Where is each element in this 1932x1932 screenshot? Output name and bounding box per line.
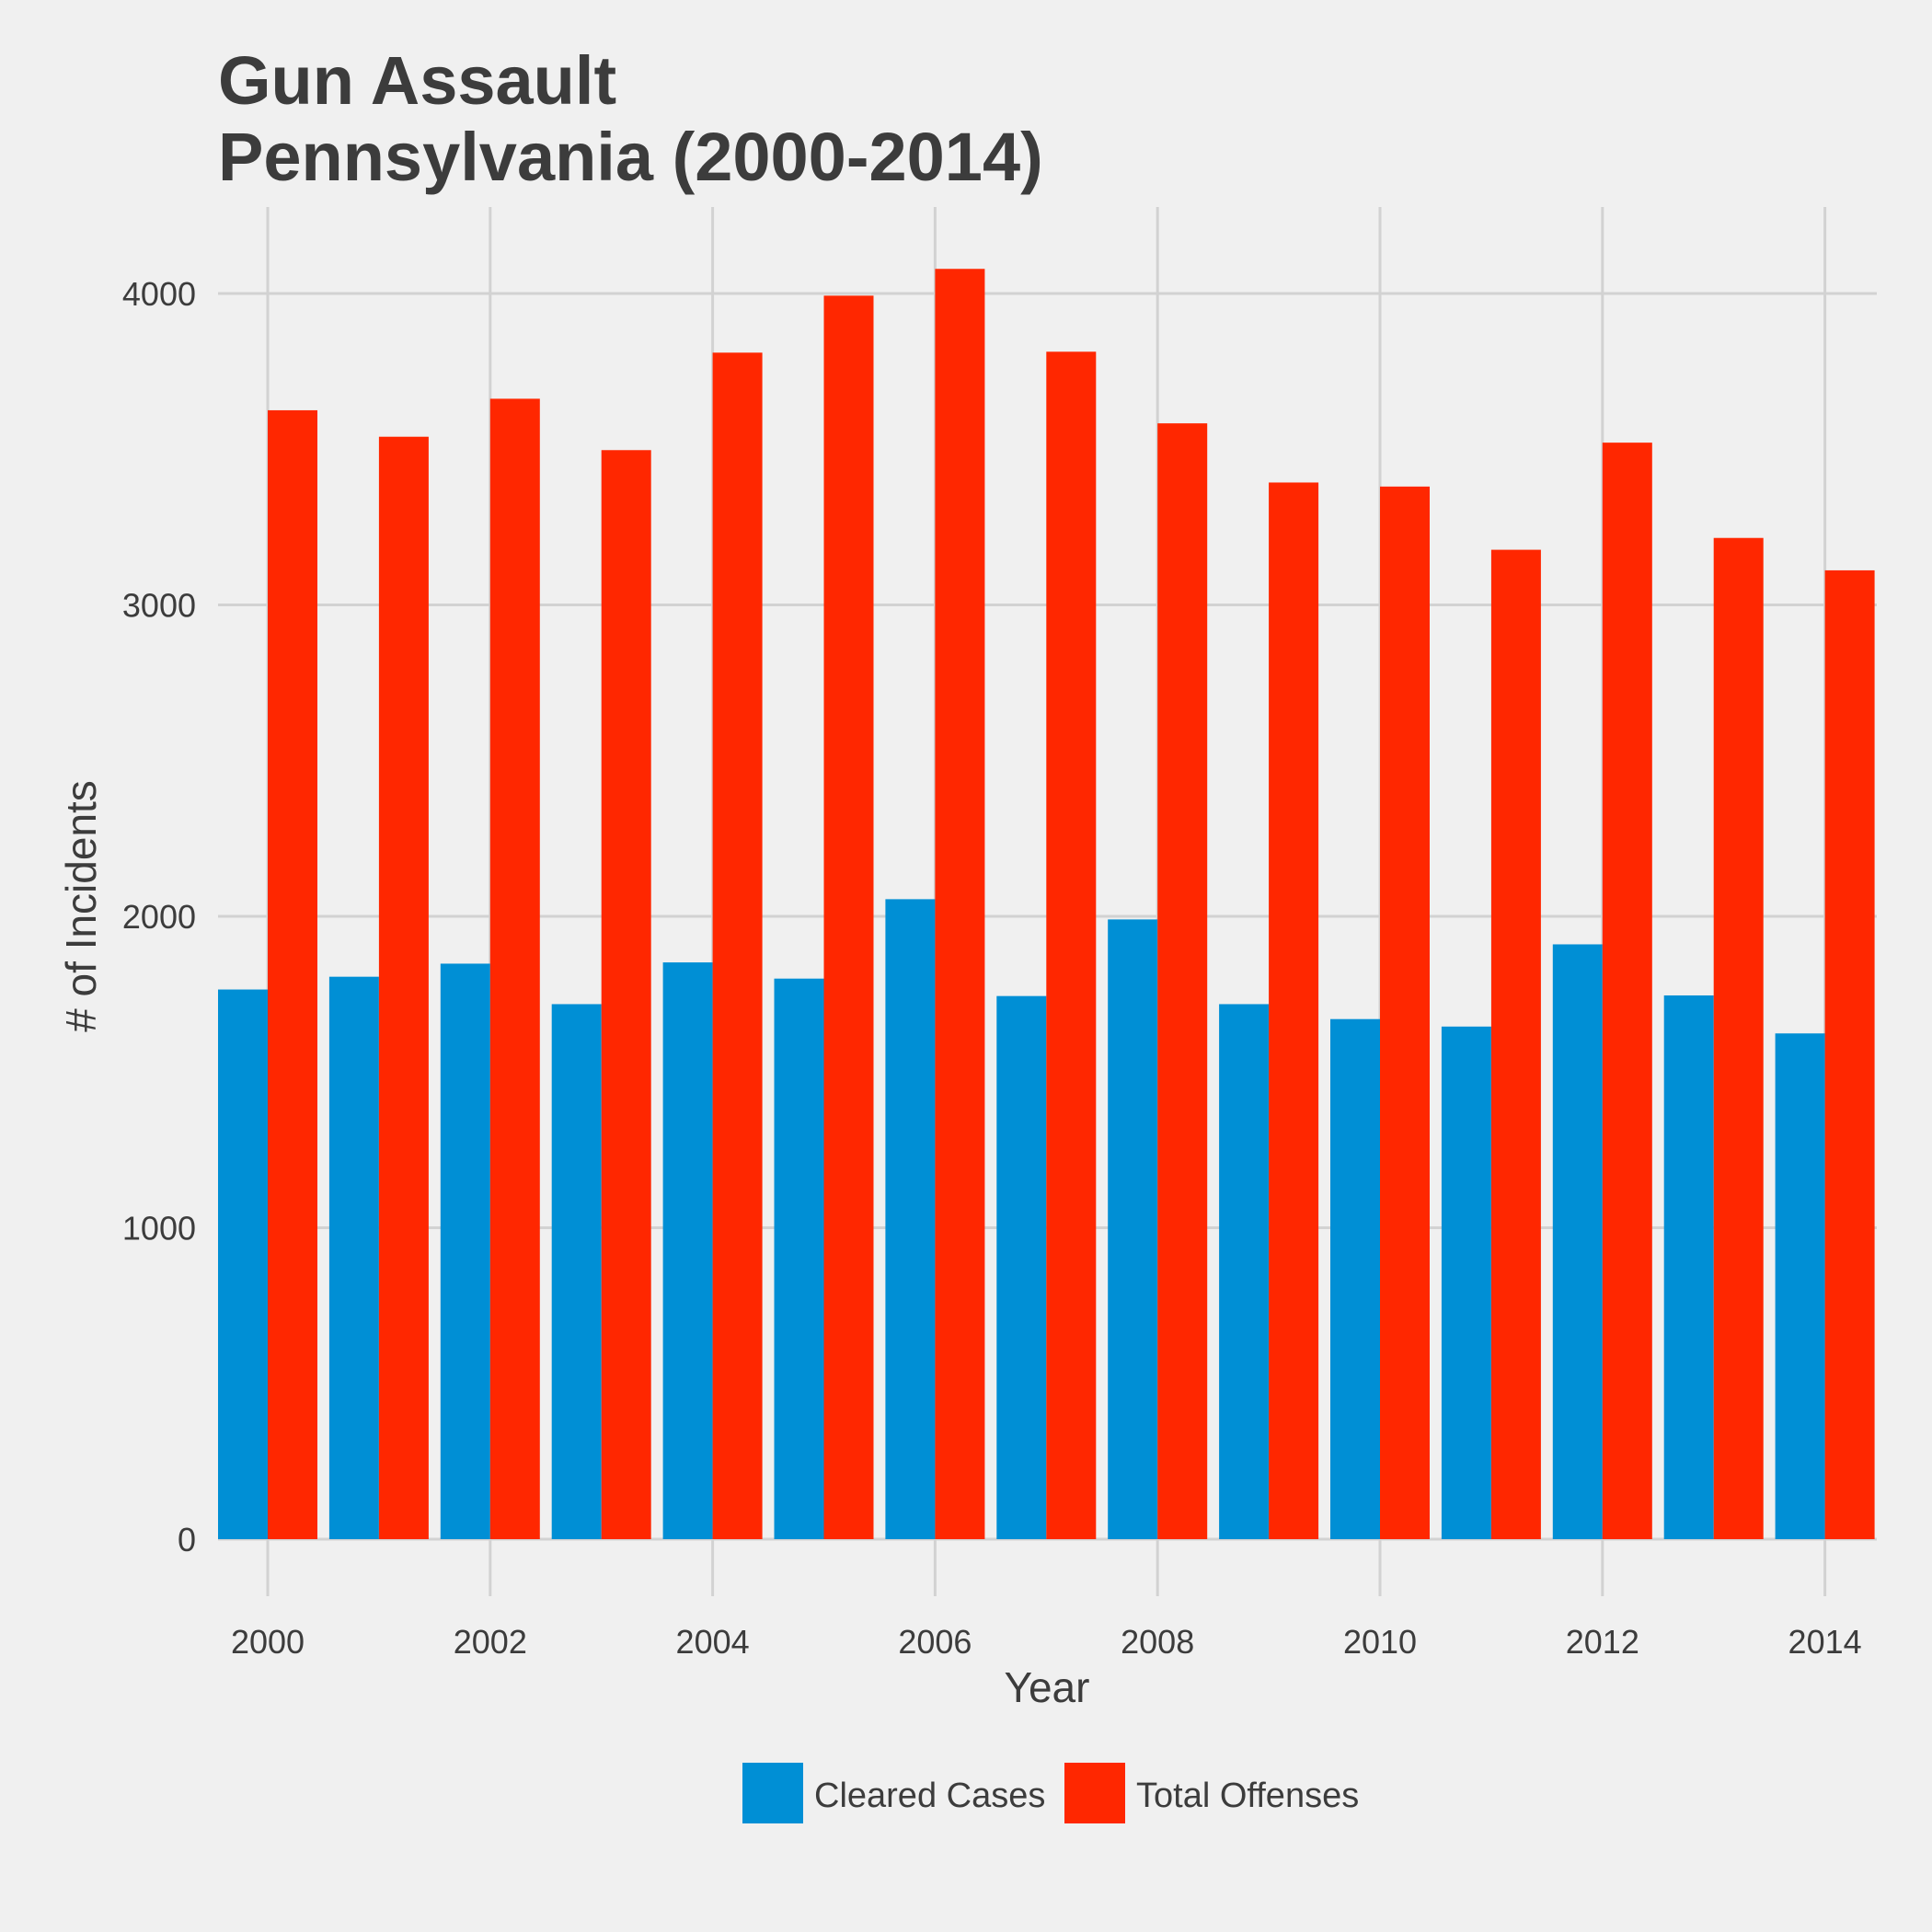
y-tick-label: 1000 <box>122 1210 196 1248</box>
legend-label-total-offenses: Total Offenses <box>1136 1777 1359 1815</box>
x-tick-label: 2010 <box>1343 1623 1417 1661</box>
bar-cleared-cases-2003 <box>551 1004 602 1539</box>
bar-cleared-cases-2006 <box>885 899 936 1539</box>
bar-cleared-cases-2005 <box>774 978 824 1539</box>
legend: Cleared Cases Total Offenses <box>742 1763 1359 1823</box>
x-axis-title: Year <box>1005 1663 1090 1711</box>
y-tick-label: 3000 <box>122 587 196 625</box>
chart-title: Gun Assault Pennsylvania (2000-2014) <box>218 42 1043 195</box>
bar-total-offenses-2007 <box>1046 351 1097 1539</box>
legend-swatch-total-offenses <box>1064 1763 1125 1823</box>
bar-cleared-cases-2002 <box>440 963 490 1539</box>
legend-label-cleared-cases: Cleared Cases <box>814 1777 1045 1815</box>
bar-cleared-cases-2007 <box>996 995 1047 1539</box>
bar-cleared-cases-2008 <box>1108 919 1158 1539</box>
x-tick-label: 2006 <box>898 1623 972 1661</box>
legend-swatch-cleared-cases <box>742 1763 803 1823</box>
bar-cleared-cases-2004 <box>662 962 713 1539</box>
y-tick-label: 0 <box>178 1521 196 1558</box>
bar-total-offenses-2008 <box>1157 423 1208 1539</box>
bar-total-offenses-2000 <box>268 409 317 1539</box>
x-tick-label: 2012 <box>1566 1623 1639 1661</box>
chart-title-line-2: Pennsylvania (2000-2014) <box>218 119 1043 195</box>
bar-total-offenses-2012 <box>1602 443 1652 1540</box>
bar-cleared-cases-2011 <box>1441 1026 1491 1539</box>
y-tick-label: 4000 <box>122 275 196 313</box>
y-axis-title: # of Incidents <box>57 780 105 1032</box>
x-tick-label: 2002 <box>454 1623 527 1661</box>
bar-cleared-cases-2010 <box>1330 1018 1380 1539</box>
bar-total-offenses-2010 <box>1380 486 1430 1539</box>
bars <box>218 269 1875 1540</box>
bar-total-offenses-2004 <box>712 352 763 1540</box>
x-tick-label: 2008 <box>1121 1623 1194 1661</box>
bar-total-offenses-2001 <box>378 436 429 1540</box>
x-tick-label: 2004 <box>676 1623 750 1661</box>
bar-cleared-cases-2000 <box>218 989 268 1539</box>
bar-cleared-cases-2013 <box>1663 995 1714 1539</box>
bar-cleared-cases-2001 <box>328 976 379 1539</box>
bar-total-offenses-2006 <box>935 269 985 1539</box>
bar-total-offenses-2014 <box>1824 569 1875 1539</box>
bar-cleared-cases-2012 <box>1552 944 1603 1539</box>
y-axis-ticks: 0 1000 2000 3000 4000 <box>122 275 196 1558</box>
chart-title-line-1: Gun Assault <box>218 42 616 119</box>
bar-total-offenses-2005 <box>823 295 874 1539</box>
x-tick-label: 2014 <box>1788 1623 1862 1661</box>
bar-total-offenses-2009 <box>1269 482 1319 1539</box>
bar-total-offenses-2011 <box>1490 549 1541 1540</box>
bar-cleared-cases-2009 <box>1219 1004 1270 1539</box>
y-tick-label: 2000 <box>122 898 196 936</box>
bar-total-offenses-2002 <box>489 398 540 1540</box>
x-axis-ticks: 2000 2002 2004 2006 2008 2010 2012 2014 <box>231 1623 1862 1661</box>
bar-cleared-cases-2014 <box>1775 1033 1825 1539</box>
x-tick-label: 2000 <box>231 1623 305 1661</box>
bar-total-offenses-2013 <box>1713 537 1764 1540</box>
bar-total-offenses-2003 <box>601 450 651 1539</box>
